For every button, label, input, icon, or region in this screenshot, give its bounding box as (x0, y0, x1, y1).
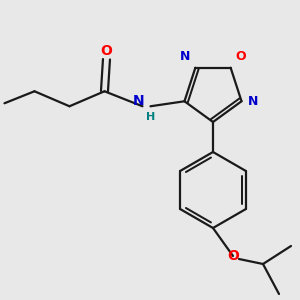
Text: O: O (100, 44, 112, 58)
Text: N: N (133, 94, 145, 108)
Text: N: N (180, 50, 190, 63)
Text: H: H (146, 112, 155, 122)
Text: O: O (227, 249, 239, 263)
Text: N: N (248, 95, 258, 108)
Text: O: O (236, 50, 246, 63)
